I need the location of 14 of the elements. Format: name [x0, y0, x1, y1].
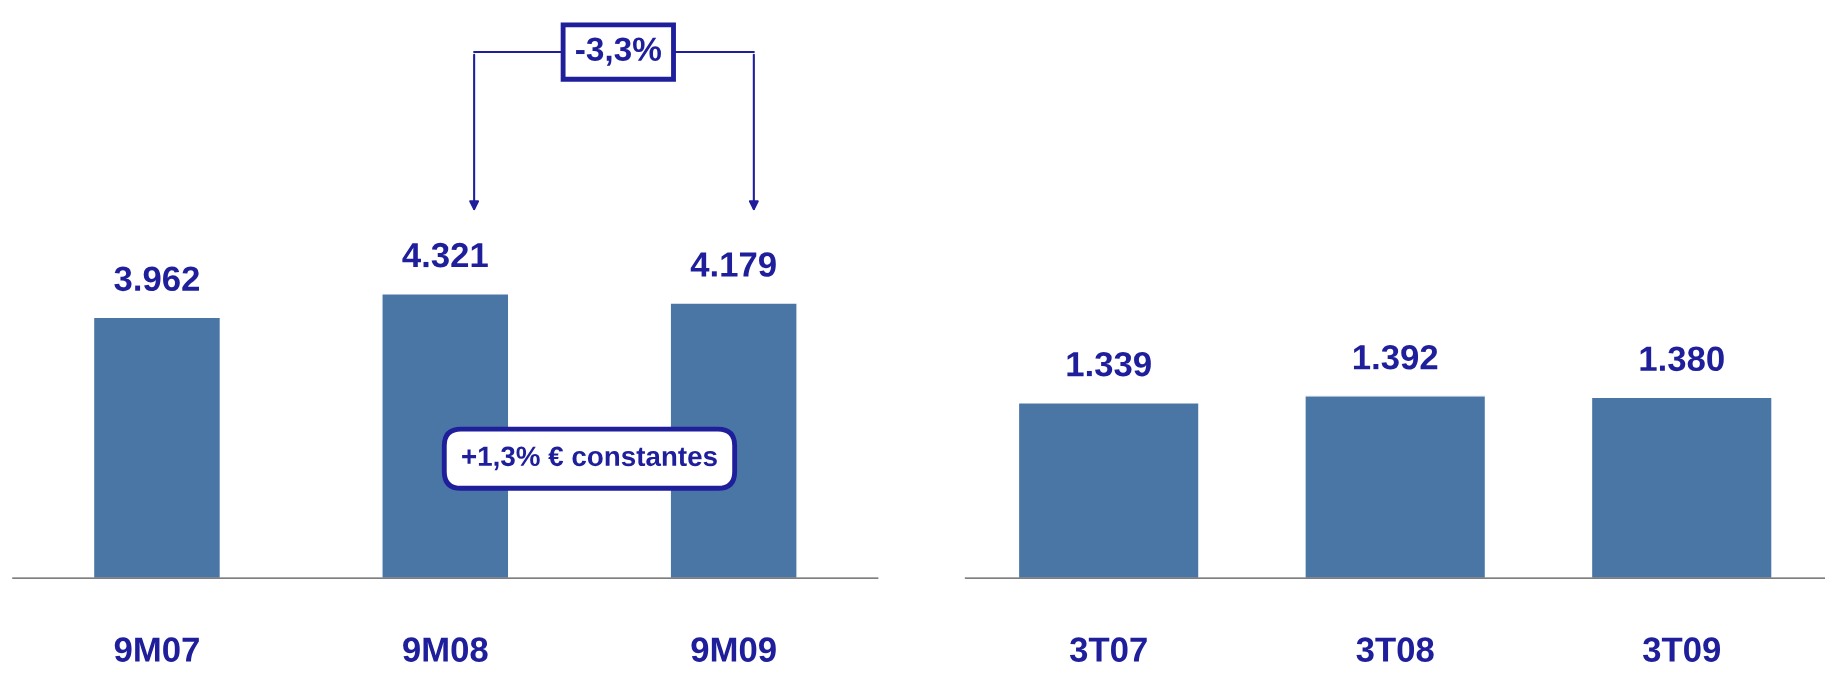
x-tick-label: 9M08 — [403, 637, 488, 662]
data-label: 4.179 — [690, 252, 776, 277]
text: -3,3% — [576, 37, 661, 66]
x-tick-label: 3T09 — [1642, 637, 1721, 662]
data-label: 1.380 — [1640, 346, 1724, 372]
x-tick-label: 9M07 — [114, 637, 199, 662]
data-label: 1.339 — [1067, 351, 1151, 377]
data-label: 3.962 — [114, 266, 200, 292]
x-tick-label: 3T08 — [1356, 637, 1434, 662]
annotation: +1,3% € constantes — [462, 446, 717, 471]
data-label: 1.392 — [1353, 344, 1438, 370]
data-label: 4.321 — [402, 242, 488, 268]
x-tick-label: 3T07 — [1069, 637, 1147, 662]
x-tick-label: 9M09 — [691, 637, 776, 662]
